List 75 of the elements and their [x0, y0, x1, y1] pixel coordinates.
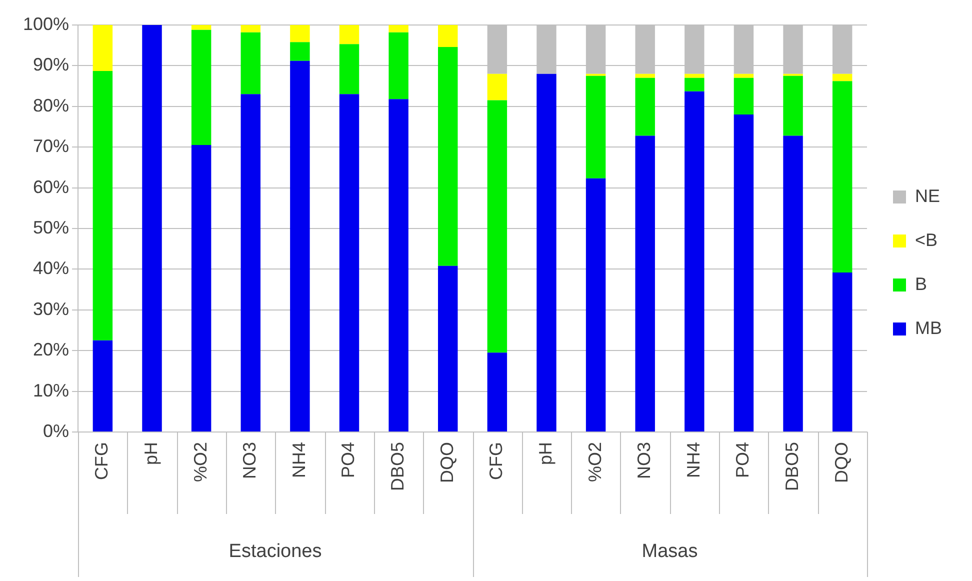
bar — [586, 76, 606, 178]
x-tick-label: CFG — [486, 442, 506, 480]
bar — [388, 99, 408, 432]
y-tick-label: 70% — [33, 136, 70, 156]
bar — [684, 74, 704, 78]
legend-label: MB — [915, 318, 942, 338]
x-tick-label: pH — [140, 442, 161, 465]
bar — [487, 352, 508, 432]
bar — [832, 74, 852, 82]
bar — [191, 30, 212, 146]
x-tick-label: PO4 — [338, 442, 358, 478]
bar — [339, 25, 360, 44]
bar — [388, 32, 408, 100]
bar — [734, 78, 754, 115]
bar — [783, 76, 803, 136]
bar — [240, 32, 260, 94]
bar — [734, 114, 754, 432]
bar — [487, 74, 508, 100]
y-tick-label: 20% — [33, 340, 70, 360]
y-tick-label: 30% — [33, 298, 70, 319]
bar — [536, 74, 556, 432]
bar — [684, 91, 704, 432]
x-tick-label: DQO — [436, 442, 457, 483]
x-tick-label: %O2 — [584, 442, 605, 482]
bar — [92, 70, 113, 340]
legend-label: B — [915, 274, 928, 294]
x-tick-label: DBO5 — [782, 442, 802, 492]
y-tick-label: 40% — [33, 258, 70, 278]
bar — [142, 25, 162, 432]
x-tick-label: PO4 — [732, 442, 753, 478]
bar — [734, 74, 754, 78]
y-tick-label: 60% — [33, 176, 70, 197]
legend-label: NE — [915, 186, 940, 206]
y-tick-label: 100% — [22, 14, 70, 34]
bar — [92, 25, 113, 71]
bar — [684, 78, 704, 92]
bar — [832, 272, 852, 432]
y-tick-label: 0% — [43, 420, 70, 441]
bar — [92, 340, 113, 432]
y-tick-label: 50% — [33, 217, 70, 238]
bar — [438, 46, 458, 266]
x-tick-label: NH4 — [288, 442, 309, 478]
x-tick-label: DBO5 — [388, 442, 408, 492]
y-tick-label: 80% — [33, 95, 70, 116]
bar — [438, 266, 458, 432]
bar — [438, 25, 458, 47]
x-tick-label: CFG — [92, 442, 112, 480]
y-tick-label: 90% — [33, 54, 70, 75]
bar — [339, 94, 360, 432]
bar — [191, 25, 212, 30]
x-tick-label: NO3 — [240, 442, 260, 479]
y-tick-label: 10% — [33, 380, 70, 400]
x-tick-label: pH — [535, 442, 556, 465]
bar — [635, 136, 655, 432]
bar — [388, 25, 408, 32]
text: Estaciones — [228, 541, 322, 562]
bar — [635, 74, 655, 78]
bar — [290, 42, 310, 61]
x-tick-label: %O2 — [190, 442, 210, 482]
bar — [586, 178, 606, 432]
x-tick-label: NO3 — [634, 442, 654, 479]
legend-label: <B — [915, 230, 938, 250]
bar — [832, 81, 852, 272]
bar — [240, 25, 260, 32]
bar — [191, 145, 212, 432]
bar — [290, 60, 310, 432]
bar — [783, 136, 803, 432]
text: Masas — [642, 541, 698, 562]
bar — [635, 78, 655, 136]
bar — [240, 94, 260, 432]
bar — [487, 100, 508, 353]
bar — [339, 44, 360, 94]
x-tick-label: NH4 — [683, 442, 704, 478]
bar — [290, 25, 310, 42]
x-tick-label: DQO — [831, 442, 852, 483]
